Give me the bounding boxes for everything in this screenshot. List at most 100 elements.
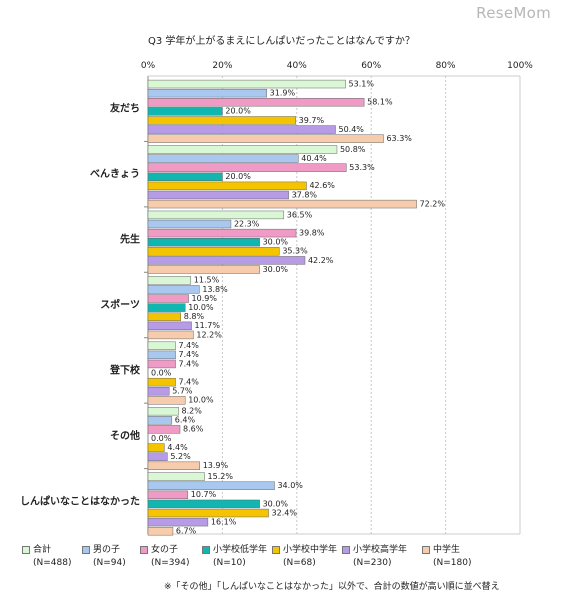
bar [147,256,306,265]
legend-swatch [140,546,148,554]
data-label: 36.5% [287,210,313,219]
bar [147,238,260,247]
legend-swatch [272,546,280,554]
data-label: 63.3% [386,134,412,143]
legend-swatch [422,546,430,554]
bar [147,134,384,143]
category-label: スポーツ [100,298,140,311]
bar [147,472,205,481]
data-label: 50.8% [340,145,366,154]
data-label: 6.4% [175,416,196,425]
data-label: 0.0% [151,434,172,443]
x-tick-label: 60% [361,61,381,71]
data-label: 39.8% [299,228,325,237]
legend-sample-size: (N=230) [353,558,392,568]
category-label: 登下校 [109,363,141,376]
x-tick-label: 20% [212,61,232,71]
data-label: 40.4% [301,154,327,163]
data-label: 8.8% [184,312,205,321]
legend-sample-size: (N=394) [151,558,190,568]
category-label: 友だち [110,102,140,115]
bar [147,88,267,98]
category-label: べんきょう [90,168,140,180]
data-label: 5.2% [170,452,191,461]
x-tick-label: 40% [287,61,307,71]
bar [147,425,181,434]
legend-label: 小学校高学年 [353,545,408,555]
bar [147,276,192,285]
bar [147,190,289,200]
legend-sample-size: (N=10) [213,558,246,568]
bar [147,341,176,350]
legend-label: 合計 [33,545,52,555]
bar [147,461,200,470]
bar [147,154,299,163]
bar [147,228,297,238]
legend-swatch [342,546,350,554]
data-label: 13.9% [203,461,229,470]
data-label: 53.1% [349,79,375,88]
bar [147,396,186,405]
legend-sample-size: (N=488) [33,558,72,568]
category-label: その他 [110,429,140,442]
data-label: 10.0% [188,396,214,405]
data-label: 30.0% [263,499,289,508]
bar [147,247,280,256]
data-label: 15.2% [208,472,234,481]
data-label: 7.4% [179,359,200,368]
bar [147,359,176,369]
legend-swatch [82,546,90,554]
legend-swatch [202,546,210,554]
bar [147,163,347,172]
bar [147,452,168,461]
bar [147,406,179,416]
bar [147,321,192,331]
data-label: 35.3% [282,247,308,256]
data-label: 42.6% [309,181,335,190]
data-label: 8.6% [183,425,204,434]
data-label: 10.7% [191,490,217,499]
data-label: 22.3% [234,219,260,228]
data-label: 7.4% [179,341,200,350]
bar [147,294,189,303]
bar [147,377,176,387]
data-label: 13.8% [202,285,228,294]
category-label: しんぱいなことはなかった [20,494,140,507]
bar-chart: 0% 20% 40% 60% 80% 100% 友だち 53.1% 31.9% 58.1% 20.0… [20,61,533,536]
data-label: 42.2% [308,256,334,265]
data-label: 6.7% [176,527,197,536]
bar [147,210,285,220]
bar [147,312,181,321]
data-label: 37.8% [292,190,318,199]
legend-swatch [22,546,30,554]
bar [147,125,336,134]
x-tick-label: 100% [507,61,533,71]
data-label: 7.4% [179,378,200,387]
data-label: 16.1% [211,517,237,526]
x-tick-label: 0% [141,61,156,71]
data-label: 30.0% [263,265,289,274]
watermark-logo: ReseMom [476,4,551,22]
bar [147,145,338,154]
bar [147,219,232,229]
data-label: 0.0% [151,368,172,377]
data-label: 31.9% [270,89,296,98]
data-label: 20.0% [225,172,251,181]
data-label: 10.9% [192,294,218,303]
legend-label: 男の子 [93,545,121,555]
legend-sample-size: (N=180) [433,558,472,568]
bar [147,181,307,191]
data-label: 34.0% [277,481,303,490]
data-label: 11.7% [195,321,221,330]
data-label: 53.3% [349,163,375,172]
x-tick-label: 80% [436,61,456,71]
legend-label: 中学生 [433,545,461,555]
data-label: 11.5% [194,276,220,285]
data-label: 12.2% [196,330,222,339]
bar [147,172,223,181]
data-label: 39.7% [299,116,325,125]
bar [147,443,165,452]
data-label: 7.4% [179,350,200,359]
data-label: 5.7% [172,387,193,396]
